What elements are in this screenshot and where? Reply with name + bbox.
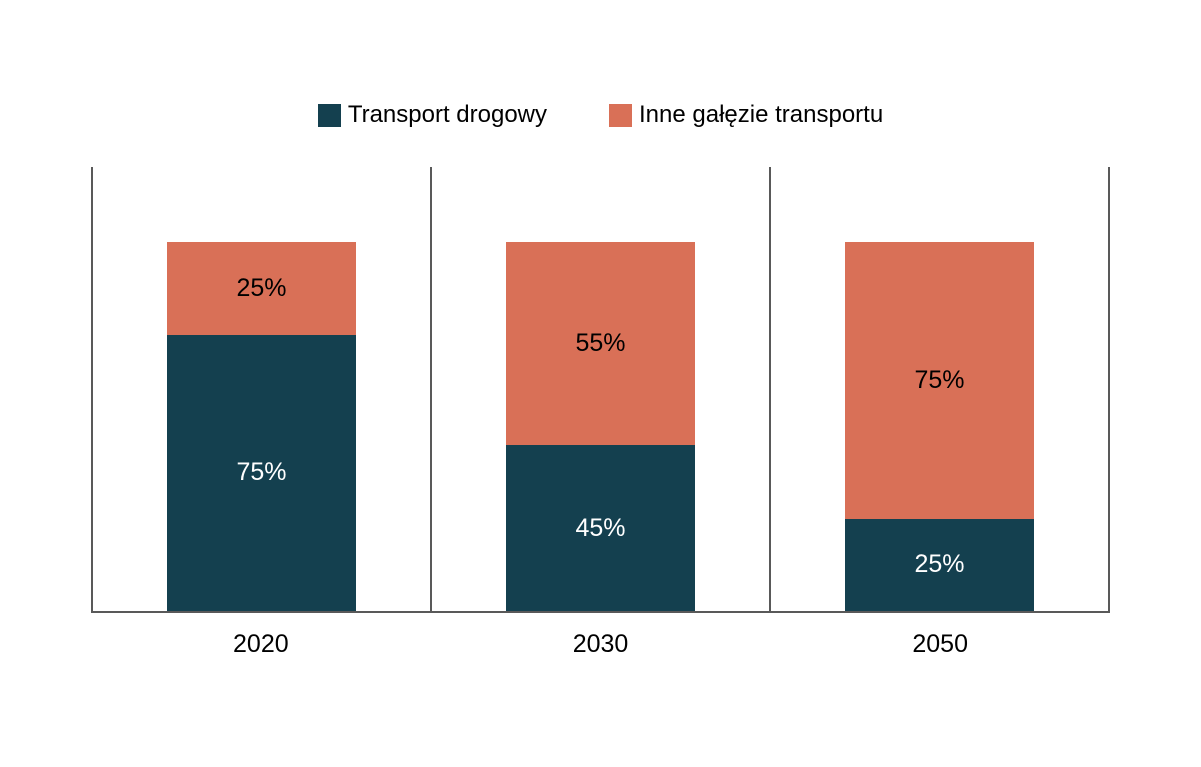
bar-segment: 45%: [506, 445, 695, 611]
bar-2020: 25% 75%: [167, 242, 356, 611]
x-axis-labels: 2020 2030 2050: [91, 630, 1110, 659]
bar-2050: 75% 25%: [845, 242, 1034, 611]
x-axis-label: 2020: [233, 630, 289, 658]
panel-2030: 55% 45%: [430, 167, 769, 611]
value-label: 75%: [236, 458, 287, 487]
legend-label: Transport drogowy: [347, 101, 548, 128]
value-label: 45%: [575, 513, 626, 542]
plot-area: 25% 75% 55% 45% 75% 25%: [91, 167, 1110, 613]
panel-2050: 75% 25%: [769, 167, 1110, 611]
bar-segment: 75%: [167, 334, 356, 611]
bar-segment: 25%: [845, 518, 1034, 611]
bar-segment: 75%: [845, 242, 1034, 519]
legend-swatch-icon: [609, 103, 633, 127]
legend-item: Transport drogowy: [317, 101, 548, 129]
value-label: 25%: [236, 274, 287, 303]
x-axis-label: 2050: [912, 630, 968, 658]
legend-item: Inne gałęzie transportu: [609, 101, 883, 129]
value-label: 75%: [914, 366, 965, 395]
panel-2020: 25% 75%: [91, 167, 430, 611]
value-label: 25%: [914, 550, 965, 579]
bar-2030: 55% 45%: [506, 242, 695, 611]
legend: Transport drogowy Inne gałęzie transportu: [0, 101, 1201, 129]
x-axis-label: 2030: [572, 630, 629, 658]
bar-segment: 25%: [167, 242, 356, 335]
legend-label: Inne gałęzie transportu: [639, 101, 884, 128]
legend-swatch-icon: [317, 103, 341, 127]
bar-segment: 55%: [506, 242, 695, 446]
value-label: 55%: [575, 329, 626, 358]
